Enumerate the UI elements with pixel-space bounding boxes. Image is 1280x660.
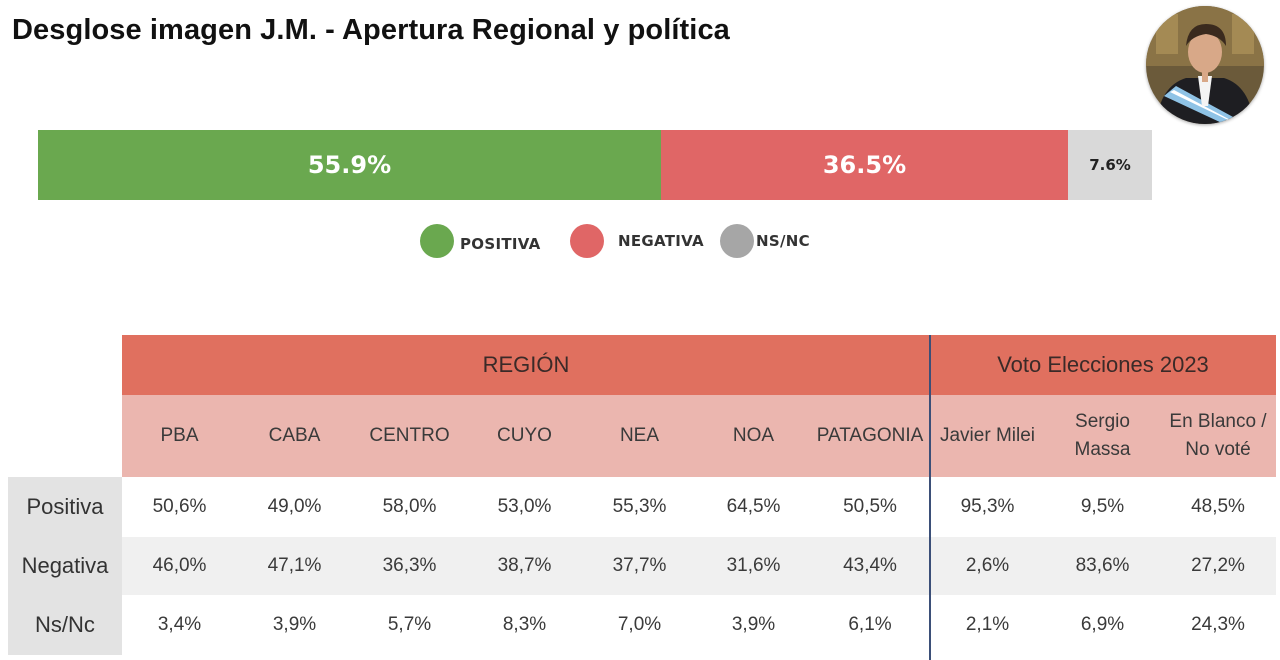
table-cell: 27,2% [1191, 555, 1245, 576]
table-cell: 48,5% [1191, 496, 1245, 517]
table-cell: 31,6% [726, 555, 781, 576]
group-divider [929, 335, 931, 660]
legend-dot-nsnc [720, 224, 754, 258]
table-cell: 8,3% [502, 614, 547, 635]
legend-dot-negativa [570, 224, 604, 258]
table-cell: 64,5% [726, 496, 781, 517]
row-label: Ns/Nc [8, 595, 122, 655]
table-cell: 3,9% [272, 614, 317, 635]
table-cell: 49,0% [267, 496, 322, 517]
legend-item-nsnc: NS/NC [720, 222, 810, 260]
row-label: Negativa [8, 537, 122, 595]
page-title: Desglose imagen J.M. - Apertura Regional… [12, 14, 730, 46]
group-header-label-1: Voto Elecciones 2023 [997, 352, 1209, 377]
bar-label-nsnc: 7.6% [1089, 156, 1131, 174]
legend-label-positiva: POSITIVA [460, 235, 541, 253]
group-header-0 [122, 335, 930, 395]
table-cell: 6,1% [848, 614, 892, 635]
column-header-band [122, 395, 1276, 477]
stacked-bar-chart: 55.9% 36.5% 7.6% [38, 130, 1152, 200]
legend-label-nsnc: NS/NC [756, 232, 810, 250]
bar-segment-nsnc: 7.6% [1068, 130, 1152, 200]
column-header: Javier Milei [939, 425, 1036, 446]
column-header: CENTRO [369, 425, 450, 446]
table-cell: 6,9% [1080, 614, 1125, 635]
legend-dot-positiva [420, 224, 454, 258]
column-header: Sergio Massa [1074, 411, 1131, 460]
table-cell: 95,3% [960, 496, 1015, 517]
table-cell: 7,0% [617, 614, 662, 635]
table-cell: 3,9% [731, 614, 776, 635]
column-header: En Blanco / No voté [1169, 411, 1267, 460]
portrait-photo-icon [1146, 6, 1264, 124]
table-cell: 55,3% [612, 496, 667, 517]
table-cell: 83,6% [1075, 555, 1130, 576]
bar-label-positiva: 55.9% [307, 151, 392, 179]
bar-label-negativa: 36.5% [822, 151, 907, 179]
table-cell: 53,0% [497, 496, 552, 517]
column-header: PATAGONIA [816, 425, 924, 446]
table-cell: 50,6% [152, 496, 207, 517]
table-cell: 38,7% [497, 555, 552, 576]
bar-segment-positiva: 55.9% [38, 130, 661, 200]
legend-label-negativa: NEGATIVA [618, 232, 704, 250]
column-header: CUYO [497, 425, 552, 446]
table-cell: 2,6% [965, 555, 1010, 576]
row-background [122, 537, 1276, 595]
table-cell: 36,3% [382, 555, 437, 576]
bar-segment-negativa: 36.5% [661, 130, 1068, 200]
table-cell: 37,7% [612, 555, 667, 576]
column-header: NEA [619, 425, 660, 446]
table-cell: 5,7% [387, 614, 432, 635]
row-label: Positiva [8, 477, 122, 537]
column-header: CABA [268, 425, 321, 446]
table-cell: 46,0% [152, 555, 207, 576]
table-cell: 47,1% [267, 555, 322, 576]
group-header-1 [930, 335, 1276, 395]
table-cell: 58,0% [382, 496, 437, 517]
table-cell: 24,3% [1191, 614, 1245, 635]
table-cell: 2,1% [965, 614, 1010, 635]
legend-item-negativa: NEGATIVA [570, 222, 704, 260]
table-cell: 3,4% [157, 614, 202, 635]
legend-item-positiva: POSITIVA [420, 222, 541, 260]
table-cell: 9,5% [1080, 496, 1125, 517]
column-header: PBA [160, 425, 199, 446]
column-header: NOA [732, 425, 775, 446]
table-cell: 43,4% [843, 555, 897, 576]
group-header-label-0: REGIÓN [482, 352, 570, 377]
table-cell: 50,5% [843, 496, 897, 517]
